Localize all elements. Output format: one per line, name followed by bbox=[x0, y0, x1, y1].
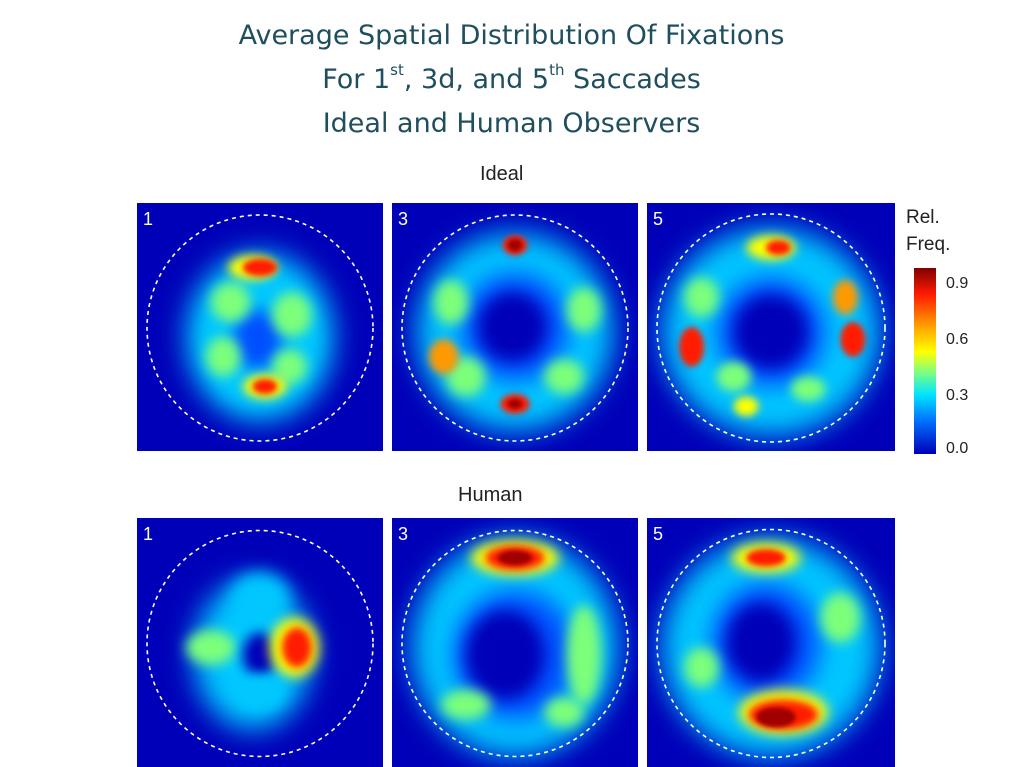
display-boundary-circle bbox=[656, 213, 886, 443]
row-label-human: Human bbox=[458, 484, 523, 506]
heatmap-blob bbox=[746, 549, 786, 567]
heatmap-blob bbox=[733, 396, 759, 417]
heatmap-blob bbox=[726, 602, 796, 683]
heatmap-blob bbox=[433, 279, 469, 325]
heatmap-blob bbox=[242, 258, 278, 277]
panel-label: 1 bbox=[143, 524, 154, 544]
heatmap-panel-human-5: 5 bbox=[647, 518, 895, 767]
title-line-3: Ideal and Human Observers bbox=[322, 108, 701, 139]
heatmap-blob bbox=[282, 627, 312, 668]
heatmap-blob bbox=[205, 336, 241, 377]
heatmap-svg bbox=[137, 203, 383, 451]
heatmap-svg bbox=[647, 518, 895, 767]
panel-label: 3 bbox=[398, 524, 409, 544]
heatmap-blob bbox=[507, 238, 523, 252]
heatmap-svg bbox=[392, 203, 638, 451]
heatmap-svg bbox=[392, 518, 638, 767]
heatmap-blob bbox=[428, 339, 459, 375]
heatmap-blob bbox=[210, 282, 251, 323]
heatmap-panel-human-1: 1 bbox=[137, 518, 383, 767]
heatmap-blob bbox=[507, 398, 523, 409]
colorbar-tick: 0.3 bbox=[946, 387, 969, 404]
heatmap-blob bbox=[790, 376, 826, 402]
heatmap-svg bbox=[647, 203, 895, 451]
colorbar-tick: 0.9 bbox=[946, 275, 969, 292]
title-line-1: Average Spatial Distribution Of Fixation… bbox=[238, 20, 785, 51]
heatmap-blob bbox=[465, 610, 545, 700]
heatmap-blob bbox=[840, 322, 866, 357]
heatmap-blob bbox=[756, 707, 796, 728]
display-boundary-circle bbox=[146, 214, 374, 442]
heatmap-blob bbox=[544, 359, 584, 394]
colorbar-title: Rel. Freq. bbox=[906, 207, 951, 255]
display-boundary-circle bbox=[146, 529, 374, 758]
heatmap-panel-ideal-1: 1 bbox=[137, 203, 383, 451]
heatmap-blob bbox=[566, 287, 602, 332]
colorbar-tick: 0.6 bbox=[946, 331, 969, 348]
panel-label: 5 bbox=[653, 209, 664, 229]
heatmap-blob bbox=[544, 697, 584, 728]
heatmap-blob bbox=[232, 309, 283, 370]
heatmap-panel-ideal-3: 3 bbox=[392, 203, 638, 451]
heatmap-blob bbox=[235, 674, 285, 710]
heatmap-blob bbox=[566, 605, 602, 705]
display-boundary-circle bbox=[401, 529, 629, 758]
heatmap-svg bbox=[137, 518, 383, 767]
heatmap-blob bbox=[679, 327, 705, 367]
colorbar bbox=[914, 268, 936, 454]
panel-label: 5 bbox=[653, 524, 664, 544]
heatmap-blob bbox=[820, 592, 861, 643]
heatmap-blob bbox=[272, 349, 307, 385]
slide-title: Average Spatial Distribution Of Fixation… bbox=[0, 14, 1023, 146]
panel-label: 3 bbox=[398, 209, 409, 229]
title-line-2: For 1st, 3d, and 5th Saccades bbox=[322, 61, 701, 96]
heatmap-blob bbox=[716, 361, 752, 392]
heatmap-blob bbox=[684, 647, 719, 688]
heatmap-blob bbox=[230, 572, 290, 623]
display-boundary-circle bbox=[656, 528, 886, 759]
heatmap-blob bbox=[186, 630, 236, 665]
heatmap-blob bbox=[766, 240, 791, 256]
row-label-ideal: Ideal bbox=[480, 163, 524, 185]
panel-label: 1 bbox=[143, 209, 154, 229]
heatmap-blob bbox=[441, 689, 491, 720]
heatmap-blob bbox=[733, 294, 809, 370]
heatmap-blob bbox=[684, 277, 719, 318]
heatmap-blob bbox=[242, 632, 278, 678]
heatmap-blob bbox=[272, 292, 312, 337]
colorbar-tick: 0.0 bbox=[946, 440, 969, 457]
heatmap-panel-ideal-5: 5 bbox=[647, 203, 895, 451]
heatmap-blob bbox=[446, 356, 486, 397]
heatmap-blob bbox=[252, 379, 278, 394]
heatmap-blob bbox=[497, 550, 533, 566]
heatmap-blob bbox=[833, 279, 858, 315]
heatmap-blob bbox=[478, 292, 547, 362]
heatmap-panel-human-3: 3 bbox=[392, 518, 638, 767]
display-boundary-circle bbox=[401, 214, 629, 442]
